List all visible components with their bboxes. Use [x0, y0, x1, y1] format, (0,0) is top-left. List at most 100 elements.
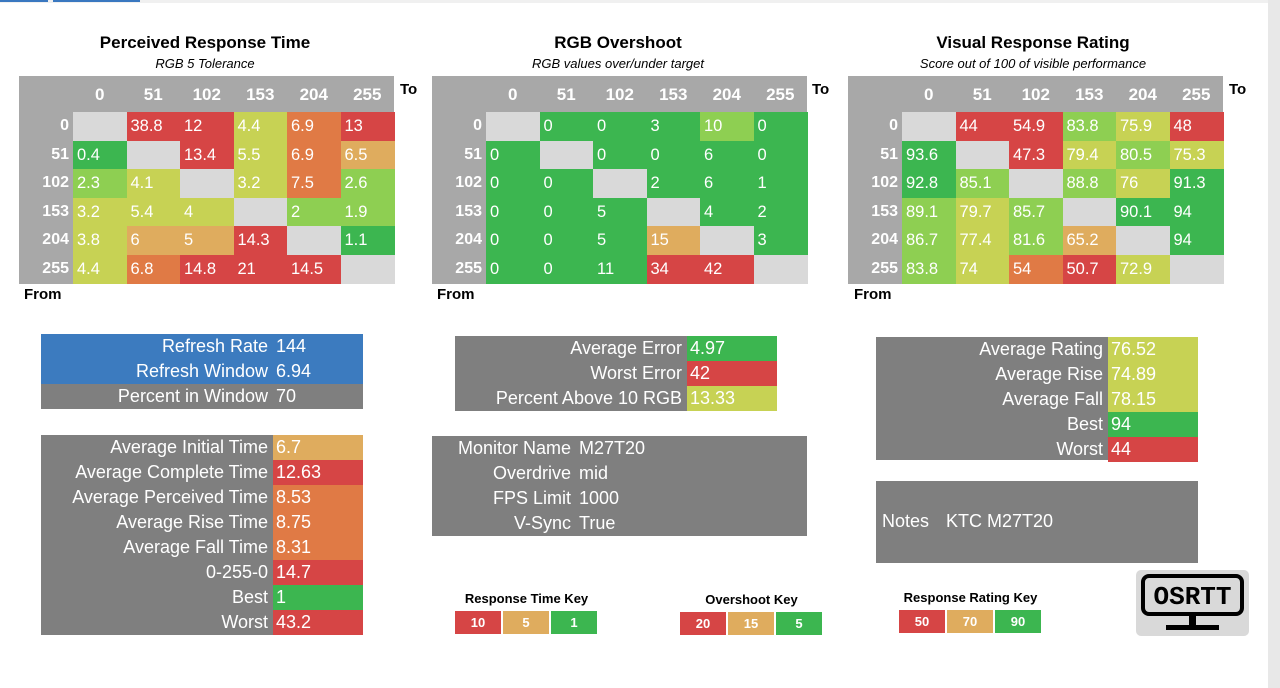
- matrix-cell: 0.4: [73, 140, 127, 170]
- rating-subtitle: Score out of 100 of visible performance: [919, 56, 1147, 71]
- perceived-title: Perceived Response Time: [99, 33, 311, 52]
- matrix-cell: 5: [593, 197, 647, 227]
- stat-row: Percent in Window 70: [118, 384, 363, 409]
- matrix-cell: 83.8: [1062, 112, 1117, 141]
- matrix-cell: 3.2: [73, 197, 127, 227]
- matrix-cell: 0: [753, 140, 808, 170]
- stat-label: Worst: [221, 612, 268, 632]
- stat-label: Refresh Rate: [161, 336, 268, 356]
- notes-label: Notes: [882, 511, 930, 531]
- row-header: 204: [455, 231, 482, 248]
- matrix-cell: 5: [180, 226, 234, 255]
- column-header: 153: [246, 85, 275, 104]
- matrix-cell: 10: [700, 112, 754, 141]
- stat-value: 8.31: [273, 535, 363, 560]
- matrix-cell: 3: [646, 112, 701, 141]
- matrix-cell: 2.6: [340, 169, 395, 198]
- notes-value: KTC M27T20: [946, 511, 1054, 531]
- matrix-cell: 44: [955, 112, 1010, 141]
- tab-indicator-2[interactable]: [53, 0, 140, 2]
- matrix-cell: 3.2: [233, 169, 288, 198]
- stat-label: Monitor Name: [457, 438, 571, 458]
- row-header: 0: [60, 117, 69, 134]
- matrix-cell: 4.1: [126, 169, 181, 198]
- key-swatch: 90: [995, 610, 1041, 633]
- matrix-cell: 13: [340, 112, 395, 141]
- key-swatch: 10: [455, 611, 501, 634]
- column-header: 0: [95, 85, 105, 104]
- matrix-cell: 14.8: [180, 254, 234, 284]
- stat-value: 42: [687, 361, 777, 386]
- perceived-response-matrix: 0 51 102 153 204 255 0 51 102 153 204 255 38.8 12 4.4 6…: [19, 76, 395, 284]
- response-key-title: Response Time Key: [464, 591, 589, 606]
- row-header: 255: [455, 259, 482, 277]
- row-header: 0: [473, 117, 482, 134]
- key-swatch: 50: [899, 610, 945, 633]
- matrix-cell: 0: [486, 226, 540, 255]
- matrix-cell: 1: [753, 169, 808, 198]
- column-header: 153: [1075, 85, 1104, 104]
- matrix-cell: [287, 226, 341, 255]
- stat-value: 8.53: [273, 485, 363, 510]
- matrix-cell: [180, 169, 234, 198]
- row-header: 153: [871, 202, 898, 220]
- vertical-scrollbar[interactable]: [1268, 0, 1280, 688]
- matrix-cell: 13.4: [180, 140, 234, 170]
- matrix-cell: [1169, 254, 1224, 284]
- stat-label: Average Error: [570, 338, 682, 358]
- column-header: 204: [299, 85, 328, 104]
- stat-value: 6.94: [276, 361, 312, 381]
- key-swatch: 20: [680, 612, 726, 635]
- matrix-cell: [1009, 169, 1063, 198]
- column-header: 0: [924, 85, 934, 104]
- stat-label: Average Perceived Time: [72, 487, 268, 507]
- matrix-cell: 89.1: [902, 197, 956, 227]
- monitor-icon: OSRTT: [1141, 574, 1244, 630]
- stat-value: True: [579, 513, 616, 533]
- matrix-cell: 6.8: [126, 254, 181, 284]
- matrix-cell: [646, 197, 701, 227]
- row-header: 153: [42, 202, 69, 220]
- matrix-cell: 12: [180, 112, 234, 141]
- visual-rating-matrix: 0 51 102 153 204 255 0 51 102 153 204 255 44 54.9 83.8…: [848, 76, 1224, 284]
- matrix-cell: 0: [593, 140, 647, 170]
- stat-row: FPS Limit 1000: [493, 486, 776, 511]
- row-header: 51: [51, 145, 69, 163]
- matrix-cell: 3: [753, 226, 808, 255]
- stat-value: mid: [579, 463, 609, 483]
- matrix-cell: 6: [126, 226, 181, 255]
- matrix-cell: 0: [486, 197, 540, 227]
- stat-value: 1: [273, 585, 363, 610]
- rgb-overshoot-matrix: 0 51 102 153 204 255 0 51 102 153 204 255 0 0 3 10 0 0 0 0 6…: [432, 76, 808, 284]
- overshoot-error-panel: Average Error 4.97 Worst Error 42 Percent Ab…: [455, 336, 777, 411]
- matrix-cell: 47.3: [1009, 140, 1063, 170]
- matrix-cell: 0: [486, 169, 540, 198]
- stat-row: Worst 44: [1056, 437, 1198, 462]
- stat-value: 43.2: [273, 610, 363, 635]
- stat-label: 0-255-0: [205, 562, 268, 582]
- logo-text: OSRTT: [1153, 582, 1231, 612]
- matrix-cell: [233, 197, 288, 227]
- matrix-cell: 6.9: [287, 112, 341, 141]
- matrix-cell: 15: [646, 226, 701, 255]
- key-swatch: 5: [503, 611, 549, 634]
- stat-row: Overdrive mid: [493, 461, 776, 486]
- matrix-cell: [126, 140, 181, 170]
- tab-indicator-1[interactable]: [0, 0, 48, 2]
- stat-label: Percent Above 10 RGB: [495, 388, 682, 408]
- row-header: 102: [42, 174, 69, 191]
- matrix-cell: 5.5: [233, 140, 288, 170]
- matrix-cell: [955, 140, 1010, 170]
- rating-summary-panel: Average Rating 76.52 Average Rise 74.89 Aver…: [876, 337, 1198, 462]
- matrix-cell: 0: [539, 254, 594, 284]
- matrix-cell: 6.5: [340, 140, 395, 170]
- to-label-2: To: [812, 81, 830, 98]
- column-header: 153: [659, 85, 688, 104]
- overshoot-key-title: Overshoot Key: [705, 592, 798, 607]
- matrix-cell: 74: [955, 254, 1010, 284]
- row-header: 204: [871, 231, 898, 248]
- stat-row: Best 94: [1067, 412, 1198, 437]
- matrix-cell: [1062, 197, 1117, 227]
- stat-label: Average Initial Time: [110, 437, 268, 457]
- stat-row: Average Fall Time 8.31: [123, 535, 363, 560]
